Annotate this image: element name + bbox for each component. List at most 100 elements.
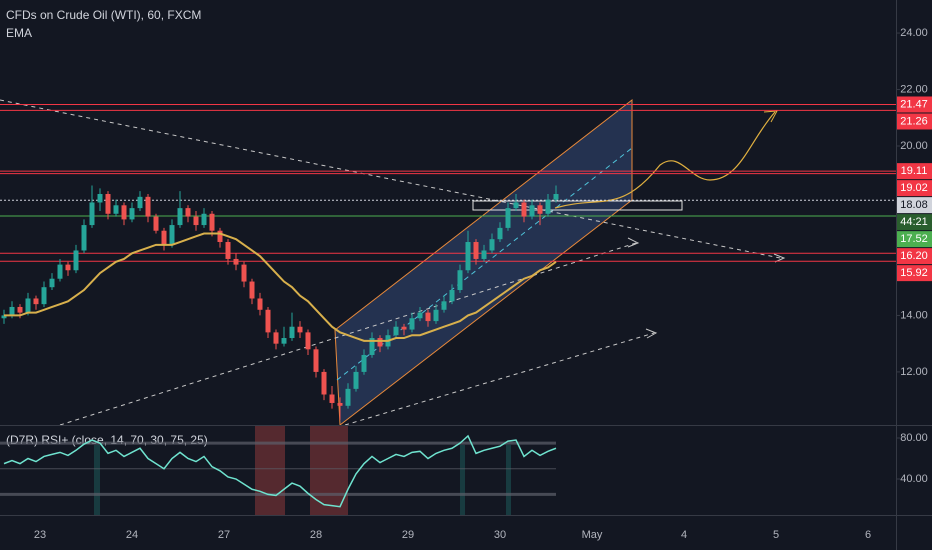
overbought-zone: [94, 445, 100, 515]
candle-body: [17, 306, 23, 313]
candle-body: [161, 230, 167, 245]
rsi-title: (D7R) RSI+ (close, 14, 70, 30, 75, 25): [6, 433, 208, 447]
candle-body: [409, 318, 415, 330]
candle-body: [33, 298, 39, 305]
candle-body: [481, 250, 487, 259]
x-tick-label: 23: [34, 529, 46, 541]
candle-body: [249, 281, 255, 299]
price-badge-label: 15.92: [900, 267, 928, 279]
candle-body: [265, 309, 271, 333]
candle-body: [105, 194, 111, 214]
oversold-zone: [255, 426, 285, 515]
rsi-tick-label: 80.00: [900, 432, 928, 444]
x-tick-label: 4: [681, 529, 687, 541]
arrow-head: [773, 253, 786, 263]
price-badge: [897, 96, 932, 113]
arrow-head: [645, 328, 658, 339]
price-badge: [897, 265, 932, 282]
candle-body: [225, 242, 231, 259]
candle-body: [553, 194, 559, 200]
projection-path: [554, 111, 776, 209]
x-tick-label: 29: [402, 529, 414, 541]
candle-body: [81, 225, 87, 251]
indicator-label: EMA: [6, 26, 32, 40]
candle-body: [137, 196, 143, 209]
candle-body: [9, 306, 15, 316]
candle-body: [297, 326, 303, 333]
price-badge-label: 17.52: [900, 233, 928, 245]
ema-line: [4, 232, 557, 342]
candle-body: [305, 332, 311, 350]
price-badge: [897, 180, 932, 197]
overbought-zone: [460, 445, 465, 515]
candle-body: [25, 298, 31, 313]
price-badge: [897, 231, 932, 248]
candle-body: [313, 349, 319, 372]
candle-body: [169, 225, 175, 245]
candle-body: [361, 354, 367, 372]
candle-body: [433, 309, 439, 322]
candle-body: [241, 264, 247, 282]
candle-body: [273, 332, 279, 344]
candle-body: [345, 388, 351, 406]
candle-body: [1, 315, 7, 319]
x-tick-label: 27: [218, 529, 230, 541]
countdown: 44:21: [900, 216, 928, 228]
candle-body: [257, 298, 263, 310]
candle-body: [217, 230, 223, 243]
candle-body: [393, 326, 399, 336]
candle-body: [377, 338, 383, 347]
candle-body: [97, 194, 103, 203]
price-badge-label: 19.02: [900, 182, 928, 194]
candle-body: [65, 264, 71, 271]
candle-body: [513, 202, 519, 209]
candle-body: [353, 371, 359, 389]
candle-body: [177, 208, 183, 226]
candle-body: [89, 202, 95, 226]
candle-body: [281, 338, 287, 344]
trend-line: [344, 332, 655, 426]
rsi-line: [3, 434, 557, 508]
candle-body: [425, 312, 431, 322]
candle-body: [209, 213, 215, 231]
candle-body: [441, 301, 447, 310]
candle-body: [417, 312, 423, 319]
candle-body: [321, 371, 327, 395]
y-tick-label: 14.00: [900, 309, 928, 321]
candle-body: [41, 287, 47, 305]
candle-body: [449, 290, 455, 302]
price-badge-label: 19.11: [901, 165, 928, 177]
x-tick-label: 6: [865, 529, 871, 541]
price-badge: [897, 248, 932, 265]
candle-body: [289, 326, 295, 339]
rsi-tick-label: 40.00: [900, 473, 928, 485]
candle-body: [529, 205, 535, 217]
price-badge-label: 21.26: [900, 115, 928, 127]
chart-title: CFDs on Crude Oil (WTI), 60, FXCM: [6, 8, 201, 22]
candle-body: [489, 239, 495, 251]
candle-body: [505, 208, 511, 228]
x-tick-label: 5: [773, 529, 779, 541]
candle-body: [49, 278, 55, 288]
candle-body: [457, 270, 463, 291]
y-tick-label: 24.00: [900, 27, 928, 39]
price-badge-label: 16.20: [900, 250, 928, 262]
candle-body: [537, 205, 543, 214]
candle-body: [369, 338, 375, 355]
x-tick-label: 24: [126, 529, 138, 541]
x-tick-label: 28: [310, 529, 322, 541]
candle-body: [129, 208, 135, 220]
candle-body: [337, 402, 343, 406]
countdown-badge: [897, 214, 932, 231]
candle-body: [145, 196, 151, 217]
price-badge: [897, 113, 932, 130]
x-tick-label: May: [582, 529, 603, 541]
arrow-head: [763, 110, 778, 123]
candle-body: [121, 205, 127, 220]
price-badge: [897, 163, 932, 180]
overbought-zone: [506, 445, 511, 515]
y-tick-label: 12.00: [900, 366, 928, 378]
price-badge-label: 18.08: [900, 199, 928, 211]
